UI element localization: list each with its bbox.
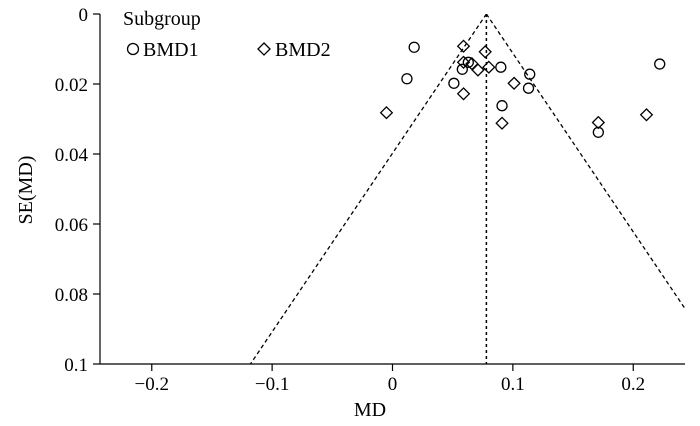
funnel-right-limit xyxy=(485,14,685,310)
x-tick-label: 0.1 xyxy=(501,374,525,395)
legend-circle-marker xyxy=(126,42,140,56)
y-tick-label: 0.1 xyxy=(64,355,88,376)
point-bmd2 xyxy=(456,55,471,70)
x-tick-label: 0 xyxy=(388,374,398,395)
point-bmd2 xyxy=(482,60,496,74)
point-bmd1 xyxy=(456,63,468,75)
point-bmd2 xyxy=(591,115,606,130)
point-bmd1 xyxy=(408,41,420,53)
point-bmd2 xyxy=(379,105,394,120)
point-bmd2 xyxy=(471,63,485,77)
y-axis-label: SE(MD) xyxy=(15,156,37,225)
y-tick-label: 0.04 xyxy=(55,145,89,166)
legend-label-bmd1: BMD1 xyxy=(143,39,199,61)
point-bmd2 xyxy=(478,45,492,59)
y-tick-label: 0.02 xyxy=(55,75,88,96)
point-bmd2 xyxy=(507,76,521,91)
point-bmd1 xyxy=(448,77,460,89)
funnel-left-limit xyxy=(249,14,487,364)
x-axis-label: MD xyxy=(354,399,386,421)
x-ticks: −0.2 −0.1 0 0.1 0.2 xyxy=(135,364,645,395)
point-bmd2 xyxy=(456,87,471,101)
x-tick-label: −0.2 xyxy=(135,374,169,395)
point-bmd1 xyxy=(496,100,508,112)
legend-diamond-marker xyxy=(257,42,271,56)
point-bmd1 xyxy=(495,61,507,73)
legend-title: Subgroup xyxy=(123,8,201,30)
legend: Subgroup BMD1 BMD2 xyxy=(123,8,331,61)
x-tick-label: −0.1 xyxy=(255,374,289,395)
y-ticks: 0 0.02 0.04 0.06 0.08 0.1 xyxy=(55,5,100,376)
point-bmd1 xyxy=(522,82,535,94)
x-tick-label: 0.2 xyxy=(621,374,645,395)
legend-label-bmd2: BMD2 xyxy=(275,39,331,61)
point-bmd2 xyxy=(495,116,509,130)
y-tick-label: 0 xyxy=(79,5,89,26)
y-tick-label: 0.08 xyxy=(55,285,88,306)
point-bmd1 xyxy=(462,56,474,68)
point-bmd2 xyxy=(456,39,471,53)
point-bmd2 xyxy=(639,108,654,122)
data-points xyxy=(379,39,666,138)
point-bmd1 xyxy=(592,126,604,138)
point-bmd1 xyxy=(654,58,666,70)
point-bmd1 xyxy=(524,68,536,80)
y-tick-label: 0.06 xyxy=(55,215,88,236)
point-bmd1 xyxy=(401,73,413,85)
